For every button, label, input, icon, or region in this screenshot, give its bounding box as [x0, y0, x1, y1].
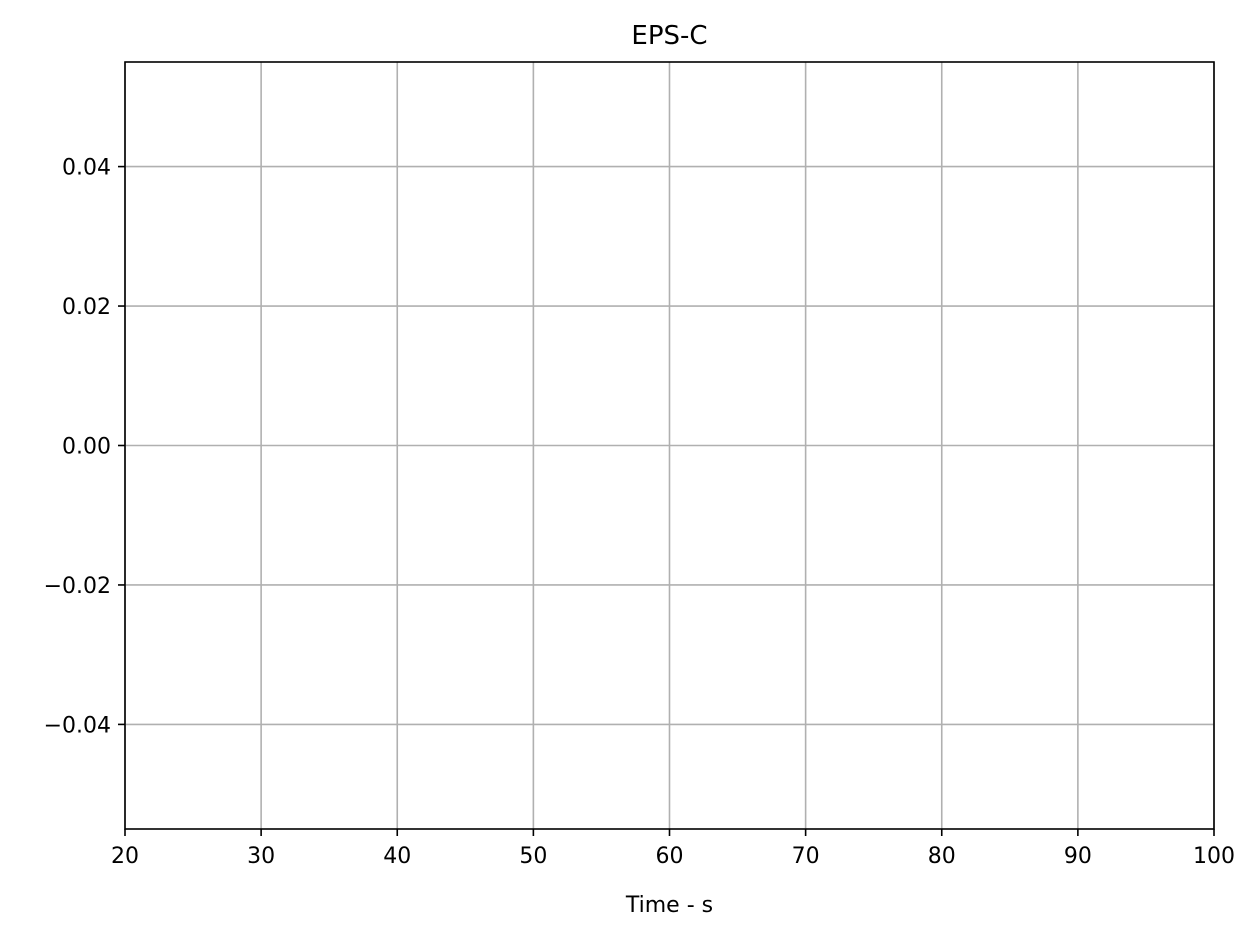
grid [124, 62, 1215, 829]
x-tick-label: 30 [247, 844, 275, 869]
x-tick-label: 50 [519, 844, 547, 869]
x-tick-label: 60 [656, 844, 684, 869]
x-tick-label: 80 [928, 844, 956, 869]
y-tick-label: −0.04 [44, 713, 111, 738]
y-tick-label: 0.02 [62, 295, 111, 320]
ticks: 20 30 40 50 60 70 80 90 100 −0.04 −0.02 0.00 0.02 0.0… [44, 156, 1235, 869]
x-tick-label: 100 [1193, 844, 1235, 869]
y-tick-label: 0.00 [62, 435, 111, 460]
chart-title: EPS-C [631, 21, 707, 51]
y-tick-label: 0.04 [62, 156, 111, 181]
x-tick-label: 40 [383, 844, 411, 869]
x-tick-label: 20 [111, 844, 139, 869]
x-tick-label: 90 [1064, 844, 1092, 869]
y-tick-label: −0.02 [44, 574, 111, 599]
x-axis-title: Time - s [625, 893, 713, 918]
x-tick-label: 70 [792, 844, 820, 869]
